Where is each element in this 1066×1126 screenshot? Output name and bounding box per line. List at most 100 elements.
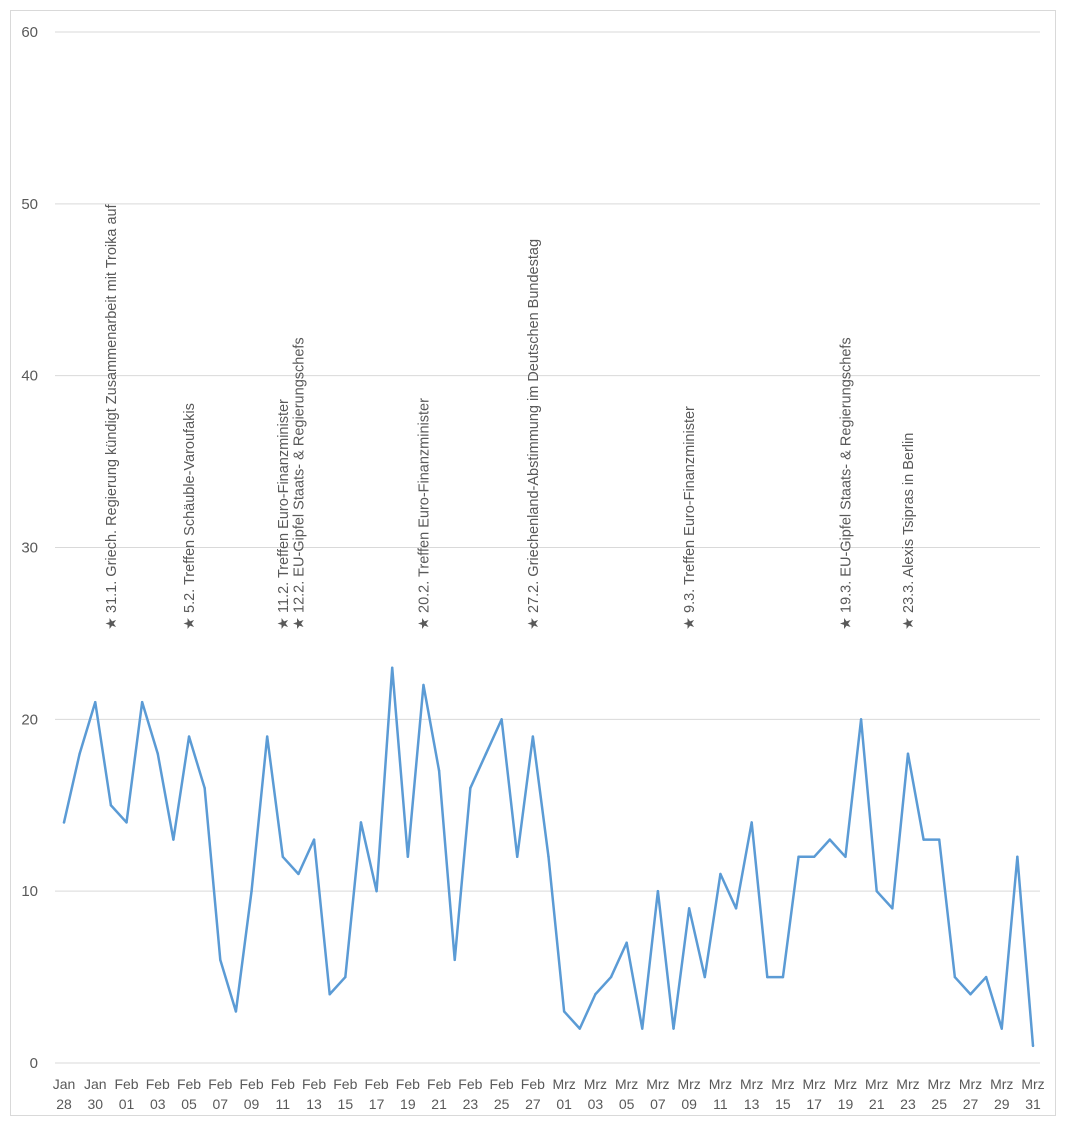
- x-tick-day: 07: [213, 1096, 229, 1112]
- x-tick-day: 25: [931, 1096, 947, 1112]
- data-point: [453, 958, 456, 962]
- x-tick-month: Jan: [84, 1076, 107, 1092]
- x-tick-day: 11: [276, 1096, 291, 1112]
- x-tick-day: 23: [463, 1096, 479, 1112]
- event-annotation: ★ 23.3. Alexis Tsipras in Berlin: [901, 433, 917, 630]
- x-tick-month: Mrz: [990, 1076, 1013, 1092]
- x-tick-month: Mrz: [959, 1076, 982, 1092]
- x-tick-day: 17: [369, 1096, 385, 1112]
- data-point: [641, 1027, 644, 1030]
- x-tick-month: Mrz: [865, 1076, 888, 1092]
- data-point: [625, 941, 628, 944]
- x-tick-month: Feb: [333, 1076, 357, 1092]
- data-point: [969, 993, 972, 996]
- y-tick-label: 30: [21, 540, 38, 557]
- x-tick-day: 27: [525, 1096, 541, 1112]
- x-tick-month: Feb: [521, 1076, 545, 1092]
- data-point: [484, 752, 488, 755]
- x-tick-day: 31: [1025, 1096, 1041, 1112]
- event-annotations: ★ 31.1. Griech. Regierung kündigt Zusamm…: [104, 203, 917, 630]
- x-tick-month: Mrz: [928, 1076, 951, 1092]
- y-tick-label: 20: [21, 711, 38, 728]
- x-tick-month: Mrz: [834, 1076, 857, 1092]
- data-point: [562, 1010, 566, 1013]
- x-tick-month: Feb: [146, 1076, 170, 1092]
- x-tick-day: 09: [681, 1096, 697, 1112]
- data-point: [828, 838, 832, 841]
- data-point: [766, 975, 769, 979]
- data-point: [312, 838, 316, 841]
- y-tick-label: 40: [21, 368, 38, 385]
- data-point: [672, 1027, 675, 1030]
- x-tick-day: 27: [963, 1096, 979, 1112]
- series-layer: [62, 666, 1035, 1048]
- data-point: [125, 821, 128, 824]
- x-tick-day: 09: [244, 1096, 260, 1112]
- data-point: [516, 855, 519, 858]
- data-point: [203, 786, 206, 790]
- data-point: [594, 993, 597, 996]
- y-tick-label: 10: [21, 883, 38, 900]
- event-annotation: ★ 5.2. Treffen Schäuble-Varoufakis: [182, 403, 198, 630]
- event-annotation: ★ 31.1. Griech. Regierung kündigt Zusamm…: [104, 203, 120, 630]
- data-point: [78, 752, 81, 755]
- data-point: [875, 889, 878, 893]
- data-point: [719, 872, 722, 876]
- data-point: [609, 975, 613, 979]
- x-tick-month: Mrz: [552, 1076, 575, 1092]
- x-tick-day: 21: [869, 1096, 885, 1112]
- x-tick-month: Mrz: [584, 1076, 607, 1092]
- data-point: [781, 975, 785, 979]
- data-point: [859, 718, 863, 721]
- data-point: [469, 786, 472, 790]
- data-point: [922, 838, 925, 841]
- data-point: [750, 821, 753, 824]
- y-axis-tick-labels: 0 10 20 30 40 50 60: [21, 24, 38, 1072]
- data-point: [1000, 1027, 1003, 1030]
- x-tick-day: 15: [775, 1096, 791, 1112]
- data-point: [906, 752, 910, 755]
- data-point: [219, 958, 222, 962]
- x-tick-month: Feb: [114, 1076, 138, 1092]
- x-tick-day: 28: [56, 1096, 72, 1112]
- x-tick-day: 19: [838, 1096, 854, 1112]
- data-point: [891, 907, 894, 910]
- x-tick-month: Mrz: [896, 1076, 919, 1092]
- data-point: [656, 889, 660, 893]
- x-tick-day: 23: [900, 1096, 916, 1112]
- data-point: [437, 769, 441, 773]
- data-point: [844, 855, 847, 858]
- y-tick-label: 60: [21, 24, 38, 41]
- data-point: [375, 889, 378, 893]
- y-tick-label: 50: [21, 196, 38, 213]
- data-point: [953, 975, 957, 979]
- x-tick-month: Feb: [490, 1076, 514, 1092]
- x-tick-month: Feb: [427, 1076, 451, 1092]
- data-point: [156, 752, 159, 755]
- x-tick-day: 13: [306, 1096, 322, 1112]
- data-point: [703, 975, 706, 979]
- data-point: [500, 718, 503, 721]
- data-point: [234, 1010, 238, 1013]
- data-point: [1031, 1044, 1035, 1048]
- chart-frame: [10, 10, 1056, 1116]
- x-tick-month: Feb: [396, 1076, 420, 1092]
- x-tick-month: Mrz: [646, 1076, 669, 1092]
- x-tick-month: Feb: [458, 1076, 482, 1092]
- x-tick-day: 05: [619, 1096, 635, 1112]
- x-tick-day: 03: [150, 1096, 166, 1112]
- x-tick-day: 21: [431, 1096, 447, 1112]
- data-point: [94, 700, 97, 704]
- data-point: [265, 735, 269, 738]
- data-point: [62, 821, 66, 824]
- x-tick-month: Jan: [53, 1076, 76, 1092]
- data-point: [172, 838, 175, 841]
- data-point: [297, 872, 300, 876]
- x-tick-month: Feb: [208, 1076, 232, 1092]
- event-annotation: ★ 12.2. EU-Gipfel Staats- & Regierungsch…: [291, 337, 307, 630]
- x-tick-month: Feb: [271, 1076, 295, 1092]
- x-tick-month: Mrz: [709, 1076, 732, 1092]
- data-point: [328, 993, 331, 996]
- event-annotation: ★ 11.2. Treffen Euro-Finanzminister: [276, 399, 292, 630]
